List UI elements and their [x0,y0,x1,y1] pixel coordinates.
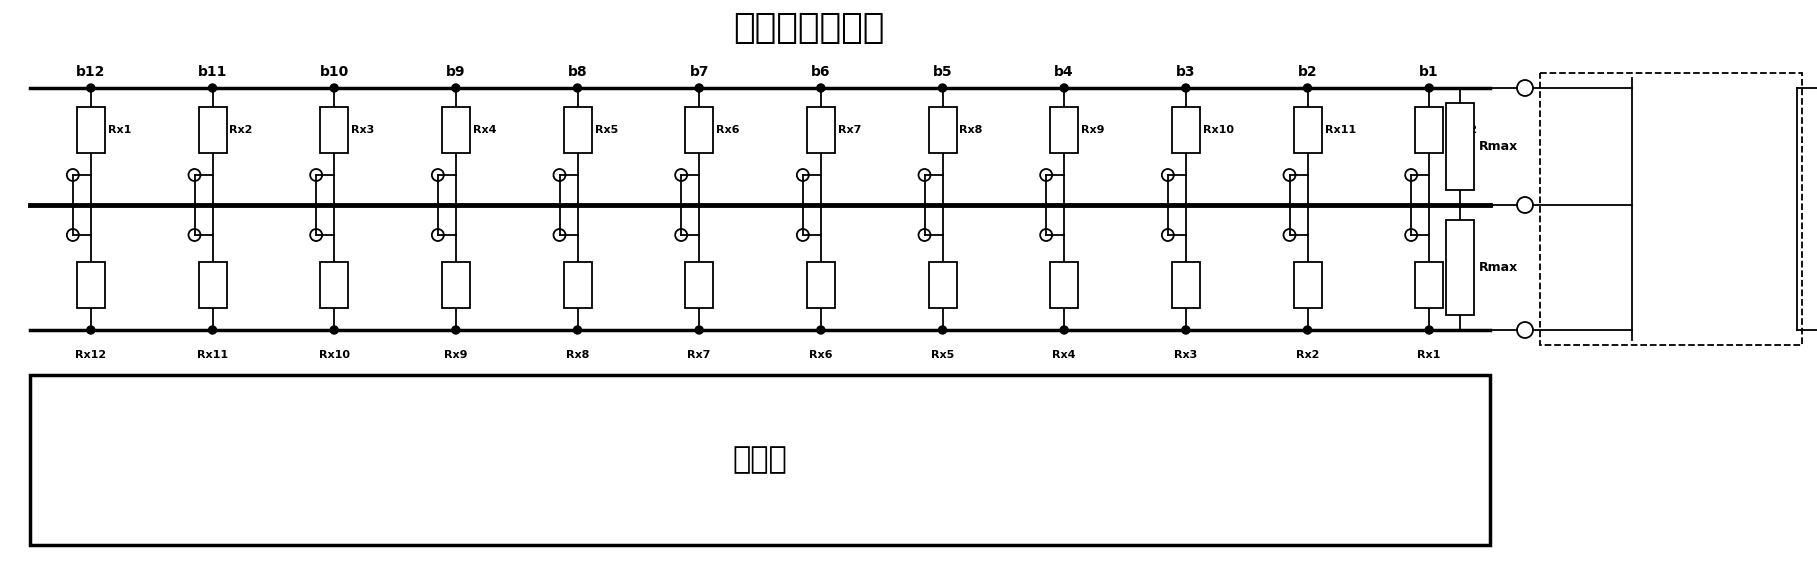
Circle shape [1181,84,1190,92]
Bar [1541,73,1802,345]
Text: Rx3: Rx3 [351,125,374,135]
Text: Rx10: Rx10 [318,350,349,360]
Text: b3: b3 [1176,65,1196,79]
Text: Rx5: Rx5 [930,350,954,360]
Text: b1: b1 [1419,65,1439,79]
Text: Rx7: Rx7 [687,350,710,360]
Text: Rx11: Rx11 [1325,125,1355,135]
Text: Rmax: Rmax [1479,261,1519,274]
Text: 计数器: 计数器 [732,445,787,474]
Circle shape [209,84,216,92]
Circle shape [1303,326,1312,334]
Circle shape [939,326,947,334]
Text: Rx6: Rx6 [716,125,740,135]
Circle shape [574,326,581,334]
Bar [1446,220,1474,315]
Text: Rx9: Rx9 [443,350,467,360]
Circle shape [331,84,338,92]
Circle shape [1425,84,1434,92]
Bar [928,262,956,308]
Text: b11: b11 [198,65,227,79]
Text: Rx1: Rx1 [1417,350,1441,360]
Bar [807,107,834,153]
Circle shape [452,84,460,92]
Bar [320,262,349,308]
Circle shape [1181,326,1190,334]
Bar [1050,107,1077,153]
Bar [442,107,471,153]
Circle shape [209,326,216,334]
Bar [1446,103,1474,190]
Text: b10: b10 [320,65,349,79]
Bar [685,262,712,308]
Text: Rx2: Rx2 [229,125,253,135]
Bar [76,107,105,153]
Text: Rx8: Rx8 [959,125,983,135]
Circle shape [818,326,825,334]
Bar [563,262,592,308]
Text: Rx6: Rx6 [809,350,832,360]
Circle shape [696,84,703,92]
Text: Rx2: Rx2 [1296,350,1319,360]
Bar [198,107,227,153]
Text: Rx7: Rx7 [838,125,861,135]
Text: b12: b12 [76,65,105,79]
Bar [198,262,227,308]
Circle shape [331,326,338,334]
Circle shape [87,84,94,92]
Text: Rmax: Rmax [1479,140,1519,153]
Text: Rx4: Rx4 [1052,350,1076,360]
Text: b5: b5 [932,65,952,79]
Text: b2: b2 [1297,65,1317,79]
Bar [442,262,471,308]
Bar [807,262,834,308]
Bar [563,107,592,153]
Text: b6: b6 [810,65,830,79]
Bar [31,375,1490,545]
Bar [1294,107,1321,153]
Text: Rx11: Rx11 [196,350,229,360]
Bar [1415,262,1443,308]
Circle shape [1059,84,1068,92]
Text: b8: b8 [567,65,587,79]
Bar [1172,107,1199,153]
Circle shape [452,326,460,334]
Bar [685,107,712,153]
Text: Rx9: Rx9 [1081,125,1105,135]
Bar [1172,262,1199,308]
Circle shape [1303,84,1312,92]
Text: Rx3: Rx3 [1174,350,1197,360]
Text: Rx5: Rx5 [594,125,618,135]
Text: Rx8: Rx8 [565,350,589,360]
Circle shape [696,326,703,334]
Circle shape [87,326,94,334]
Text: b4: b4 [1054,65,1074,79]
Text: Rx4: Rx4 [472,125,496,135]
Bar [1050,262,1077,308]
Circle shape [818,84,825,92]
Text: b9: b9 [447,65,465,79]
Circle shape [574,84,581,92]
Text: Rx1: Rx1 [107,125,131,135]
Text: Rx10: Rx10 [1203,125,1234,135]
Circle shape [1425,326,1434,334]
Circle shape [939,84,947,92]
Circle shape [1059,326,1068,334]
Text: Rx12: Rx12 [74,350,107,360]
Text: Rx12: Rx12 [1446,125,1477,135]
Bar [1415,107,1443,153]
Bar [320,107,349,153]
Text: 电位器输出模式: 电位器输出模式 [732,11,885,45]
Bar [76,262,105,308]
Bar [928,107,956,153]
Bar [1294,262,1321,308]
Text: b7: b7 [689,65,709,79]
